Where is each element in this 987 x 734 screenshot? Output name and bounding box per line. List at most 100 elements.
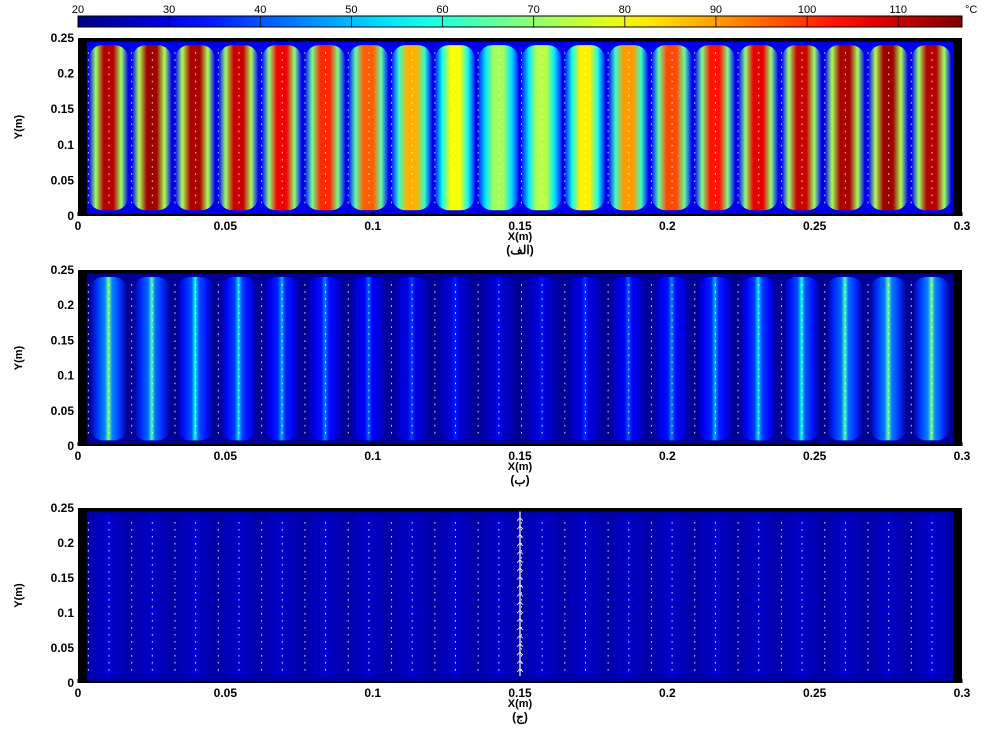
velocity-vectors <box>824 522 846 671</box>
x-tick-label: 0.15 <box>508 449 532 463</box>
x-tick-label: 0.1 <box>364 219 381 233</box>
y-tick-label: 0.1 <box>57 138 74 152</box>
channel-cell <box>696 277 734 441</box>
channel-cell <box>653 515 691 678</box>
channel-cell <box>391 45 432 211</box>
velocity-vectors <box>737 522 760 671</box>
channel-cell <box>694 45 735 211</box>
flow-arrow <box>516 576 524 580</box>
y-tick-label: 0.25 <box>51 31 75 45</box>
panel-caption: (ج) <box>512 710 528 725</box>
channel-cell <box>263 515 301 678</box>
velocity-vectors <box>131 284 153 434</box>
channel-cell <box>826 515 864 678</box>
y-tick-label: 0 <box>67 439 74 453</box>
x-tick-label: 0.2 <box>659 219 676 233</box>
y-tick-label: 0.1 <box>57 606 74 620</box>
channel-cell <box>306 277 344 441</box>
channel-cell <box>175 45 216 211</box>
colorbar-tick-label: 110 <box>889 4 907 16</box>
velocity-vectors <box>131 52 153 204</box>
x-tick-label: 0.15 <box>508 686 532 700</box>
channel-cell <box>566 515 604 678</box>
channel-cell <box>131 45 172 211</box>
channel-cell <box>869 277 907 441</box>
channel-cell <box>566 277 604 441</box>
velocity-vectors <box>477 52 500 204</box>
y-tick-label: 0.05 <box>51 404 75 418</box>
channel-cell <box>781 45 822 211</box>
velocity-vectors <box>607 522 630 671</box>
x-tick-label: 0.3 <box>954 219 971 233</box>
velocity-vectors <box>824 52 846 204</box>
velocity-vectors <box>910 522 933 671</box>
channel-cell <box>479 277 517 441</box>
flow-arrow <box>516 668 524 673</box>
channel-cell <box>176 277 214 441</box>
velocity-vectors <box>174 52 197 204</box>
velocity-vectors <box>391 52 413 204</box>
channel-cell <box>565 45 605 211</box>
colorbar-tick-label: 80 <box>619 4 631 16</box>
x-tick-label: 0.1 <box>364 449 381 463</box>
axes: 0 0.05 0.1 0.15 0.2 0.25 0.3 0 0.05 0.1 0.15 0.2 0.2… <box>13 263 971 473</box>
channel-cell <box>305 45 346 211</box>
channel-cell <box>90 277 127 441</box>
channel-cell <box>436 515 474 678</box>
velocity-vectors <box>391 522 413 671</box>
channel-cell <box>824 45 865 211</box>
velocity-vectors <box>780 284 803 434</box>
velocity-vectors <box>87 522 110 671</box>
velocity-vectors <box>521 522 543 671</box>
channel-cell <box>739 515 777 678</box>
velocity-vectors <box>780 522 803 671</box>
flow-arrow <box>516 592 524 597</box>
velocity-vectors <box>694 52 716 204</box>
y-tick-label: 0.15 <box>51 102 75 116</box>
channel-cell <box>261 45 302 211</box>
velocity-vectors <box>910 52 933 204</box>
velocity-vectors <box>434 284 457 434</box>
channel-cell <box>90 515 127 678</box>
velocity-vectors <box>694 284 716 434</box>
velocity-vectors <box>87 284 110 434</box>
velocity-vectors <box>694 522 716 671</box>
velocity-vectors <box>347 52 370 204</box>
velocity-vectors <box>304 522 327 671</box>
channel-cell <box>435 45 475 211</box>
velocity-vectors <box>650 522 673 671</box>
flow-arrow <box>516 517 524 522</box>
channel-cell <box>263 277 301 441</box>
x-tick-label: 0 <box>75 686 82 700</box>
colorbar-tick-label: 40 <box>254 4 266 16</box>
channel-cell <box>869 515 907 678</box>
velocity-vectors <box>564 284 586 434</box>
channel-cell <box>696 515 734 678</box>
flow-arrow <box>516 626 524 631</box>
channel-cell <box>479 515 517 678</box>
flow-arrow <box>516 643 524 648</box>
x-tick-label: 0.2 <box>659 449 676 463</box>
channel-cell <box>349 515 387 678</box>
channel-cell <box>393 515 431 678</box>
channel-cell <box>738 45 779 211</box>
channel-cell <box>739 277 777 441</box>
channel-cell <box>783 277 820 441</box>
channel-cell <box>783 515 820 678</box>
field-background <box>86 273 954 444</box>
x-tick-label: 0.1 <box>364 686 381 700</box>
x-tick-label: 0.25 <box>803 449 827 463</box>
colorbar-tick-label: 100 <box>798 4 816 16</box>
y-axis-label: Y(m) <box>13 583 25 608</box>
channel-cell <box>911 45 952 211</box>
velocity-vectors <box>867 52 890 204</box>
channel-cell <box>88 45 129 211</box>
channel-cell <box>609 277 647 441</box>
panels: 0 0.05 0.1 0.15 0.2 0.25 0.3 0 0.05 0.1 0.15 0.2 0.2… <box>13 31 971 725</box>
x-tick-label: 0.3 <box>954 686 971 700</box>
velocity-vectors <box>910 284 933 434</box>
channel-cell <box>523 277 561 441</box>
channel-cell <box>608 45 649 211</box>
velocity-vectors <box>650 284 673 434</box>
velocity-vectors <box>131 522 153 671</box>
